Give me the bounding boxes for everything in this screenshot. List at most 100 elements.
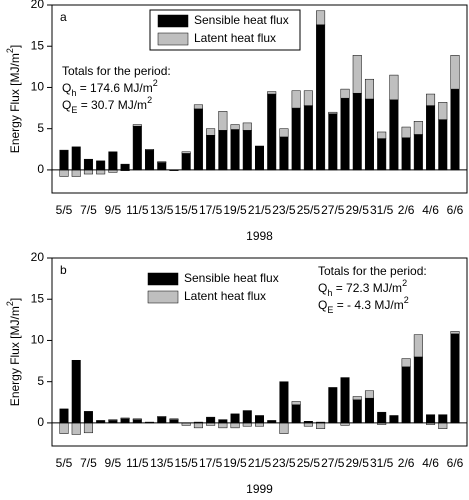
- x-tick-label: 6/6: [447, 203, 464, 217]
- superscript: 2: [147, 95, 152, 105]
- bar: [316, 10, 326, 26]
- bar: [401, 137, 411, 171]
- superscript: 2: [5, 48, 15, 53]
- annotation: Qh = 174.6 MJ/m2: [62, 78, 158, 98]
- bar: [157, 416, 167, 424]
- subscript: E: [327, 305, 333, 315]
- bar: [450, 331, 460, 335]
- bar: [218, 111, 228, 131]
- bar: [120, 418, 130, 424]
- x-tick-label: 21/5: [248, 456, 272, 470]
- annotation: QE = - 4.3 MJ/m2: [318, 295, 409, 315]
- x-tick-label: 21/5: [248, 203, 272, 217]
- x-tick-label: 15/5: [175, 456, 199, 470]
- superscript: 2: [402, 278, 407, 288]
- x-tick-label: 29/5: [346, 456, 370, 470]
- x-tick-label: 9/5: [105, 456, 122, 470]
- bar: [340, 88, 350, 99]
- bar: [193, 108, 203, 171]
- x-tick-label: 17/5: [199, 456, 223, 470]
- text-part: Q: [62, 81, 71, 95]
- bar: [426, 93, 436, 106]
- x-tick-label: 15/5: [175, 203, 199, 217]
- bar: [328, 387, 338, 424]
- legend-swatch: [147, 290, 179, 304]
- x-tick-label: 13/5: [150, 456, 174, 470]
- bar: [279, 136, 289, 171]
- bar: [59, 408, 69, 424]
- bar: [303, 90, 313, 106]
- x-tick-label: 31/5: [370, 203, 394, 217]
- x-tick-label: 5/5: [56, 203, 73, 217]
- bar: [438, 414, 448, 424]
- y-tick-label: 0: [37, 162, 44, 176]
- subscript: E: [71, 105, 77, 115]
- subscript: h: [327, 288, 332, 298]
- bar: [328, 111, 338, 115]
- plot-frame: [51, 4, 468, 194]
- x-tick-label: 4/6: [422, 456, 439, 470]
- x-tick-label: 19/5: [223, 203, 247, 217]
- bar: [352, 396, 362, 401]
- bar: [83, 158, 93, 171]
- x-tick-label: 23/5: [272, 456, 296, 470]
- bar: [291, 401, 301, 406]
- x-tick-label: 17/5: [199, 203, 223, 217]
- bar: [71, 169, 81, 177]
- text-part: = - 4.3 MJ/m: [333, 298, 403, 312]
- legend-label: Latent heat flux: [194, 31, 276, 45]
- bar: [230, 129, 240, 171]
- bar: [181, 151, 191, 154]
- panel-label: b: [60, 263, 67, 277]
- bar: [206, 416, 216, 424]
- bar: [120, 163, 130, 171]
- x-tick-label: 7/5: [80, 456, 97, 470]
- superscript: 2: [5, 301, 15, 306]
- y-tick-label: 5: [37, 374, 44, 388]
- bar: [71, 146, 81, 171]
- x-tick-label: 9/5: [105, 203, 122, 217]
- y-tick-label: 10: [31, 80, 45, 94]
- bar: [389, 99, 399, 171]
- y-axis-label: Energy Flux [MJ/m2]: [5, 45, 22, 153]
- bar: [450, 88, 460, 171]
- bar: [59, 169, 69, 177]
- y-tick-label: 0: [37, 415, 44, 429]
- bar: [401, 366, 411, 424]
- bar: [340, 377, 350, 424]
- bar: [96, 169, 106, 175]
- text-part: = 72.3 MJ/m: [332, 281, 402, 295]
- bar: [267, 93, 277, 171]
- legend-label: Sensible heat flux: [194, 13, 289, 27]
- bar: [59, 149, 69, 171]
- x-tick-label: 2/6: [398, 456, 415, 470]
- chart-panel: 0 5 10 15 20 5/5 7/5 9/5 11/5 13/5 15/5 17/5 19/5 21/…: [5, 250, 468, 496]
- bar: [450, 55, 460, 90]
- y-tick-label: 20: [31, 0, 45, 11]
- text-part: Q: [318, 281, 327, 295]
- bar: [181, 153, 191, 171]
- bar: [450, 333, 460, 424]
- x-tick-label: 25/5: [297, 203, 321, 217]
- bar: [230, 413, 240, 424]
- superscript: 2: [404, 295, 409, 305]
- plot-frame: [51, 257, 468, 447]
- bar: [108, 151, 118, 171]
- x-tick-label: 2/6: [398, 203, 415, 217]
- bar: [340, 97, 350, 171]
- bar: [132, 418, 142, 420]
- bar: [401, 126, 411, 139]
- bar: [145, 149, 155, 171]
- legend-swatch: [157, 14, 189, 28]
- text-part: Energy Flux [MJ/m: [8, 53, 22, 153]
- bar: [132, 125, 142, 171]
- bar: [71, 359, 81, 424]
- y-tick-label: 10: [31, 333, 45, 347]
- bar: [364, 390, 374, 399]
- bar: [157, 161, 167, 163]
- bar: [438, 422, 448, 429]
- bar: [352, 92, 362, 171]
- x-axis-label: 1999: [246, 482, 273, 496]
- bar: [132, 124, 142, 127]
